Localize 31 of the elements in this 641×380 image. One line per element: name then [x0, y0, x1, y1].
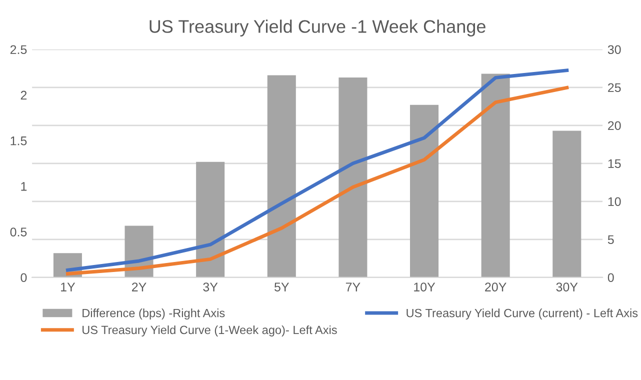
bar [410, 104, 439, 278]
legend-label: Difference (bps) -Right Axis [82, 308, 225, 320]
y2-tick-label: 15 [608, 159, 621, 168]
x-tick-label: 5Y [274, 282, 290, 292]
y2-tick-label: 25 [608, 83, 621, 92]
y-tick-label: 0 [20, 273, 27, 282]
x-tick-label: 10Y [414, 282, 436, 292]
y-tick-label: 1 [21, 182, 27, 191]
y-tick-label: 1.5 [10, 136, 27, 146]
legend-label: US Treasury Yield Curve (current) - Left Axis [406, 308, 638, 320]
x-tick-label: 7Y [346, 282, 360, 292]
y2-tick-label: 0 [608, 273, 614, 282]
x-tick-label: 1Y [61, 282, 76, 292]
x-tick-label: 2Y [132, 282, 146, 292]
bar [552, 130, 582, 278]
y-tick-label: 2 [20, 90, 27, 100]
y-tick-label: 2.5 [10, 45, 27, 54]
bar [481, 74, 510, 278]
bar [338, 78, 368, 278]
chart-title: US Treasury Yield Curve -1 Week Change [150, 20, 486, 36]
y2-tick-label: 20 [608, 121, 621, 130]
x-tick-label: 20Y [485, 282, 506, 292]
x-tick-label: 30Y [556, 282, 578, 292]
x-tick-label: 3Y [203, 282, 218, 292]
y2-tick-label: 10 [608, 197, 621, 206]
legend-label: US Treasury Yield Curve (1-Week ago)- Left Axis [82, 325, 337, 336]
y2-tick-label: 30 [608, 45, 621, 54]
y-tick-label: 0.5 [10, 228, 27, 236]
bar [267, 75, 296, 278]
y2-tick-label: 5 [608, 235, 614, 244]
bar [196, 162, 225, 278]
